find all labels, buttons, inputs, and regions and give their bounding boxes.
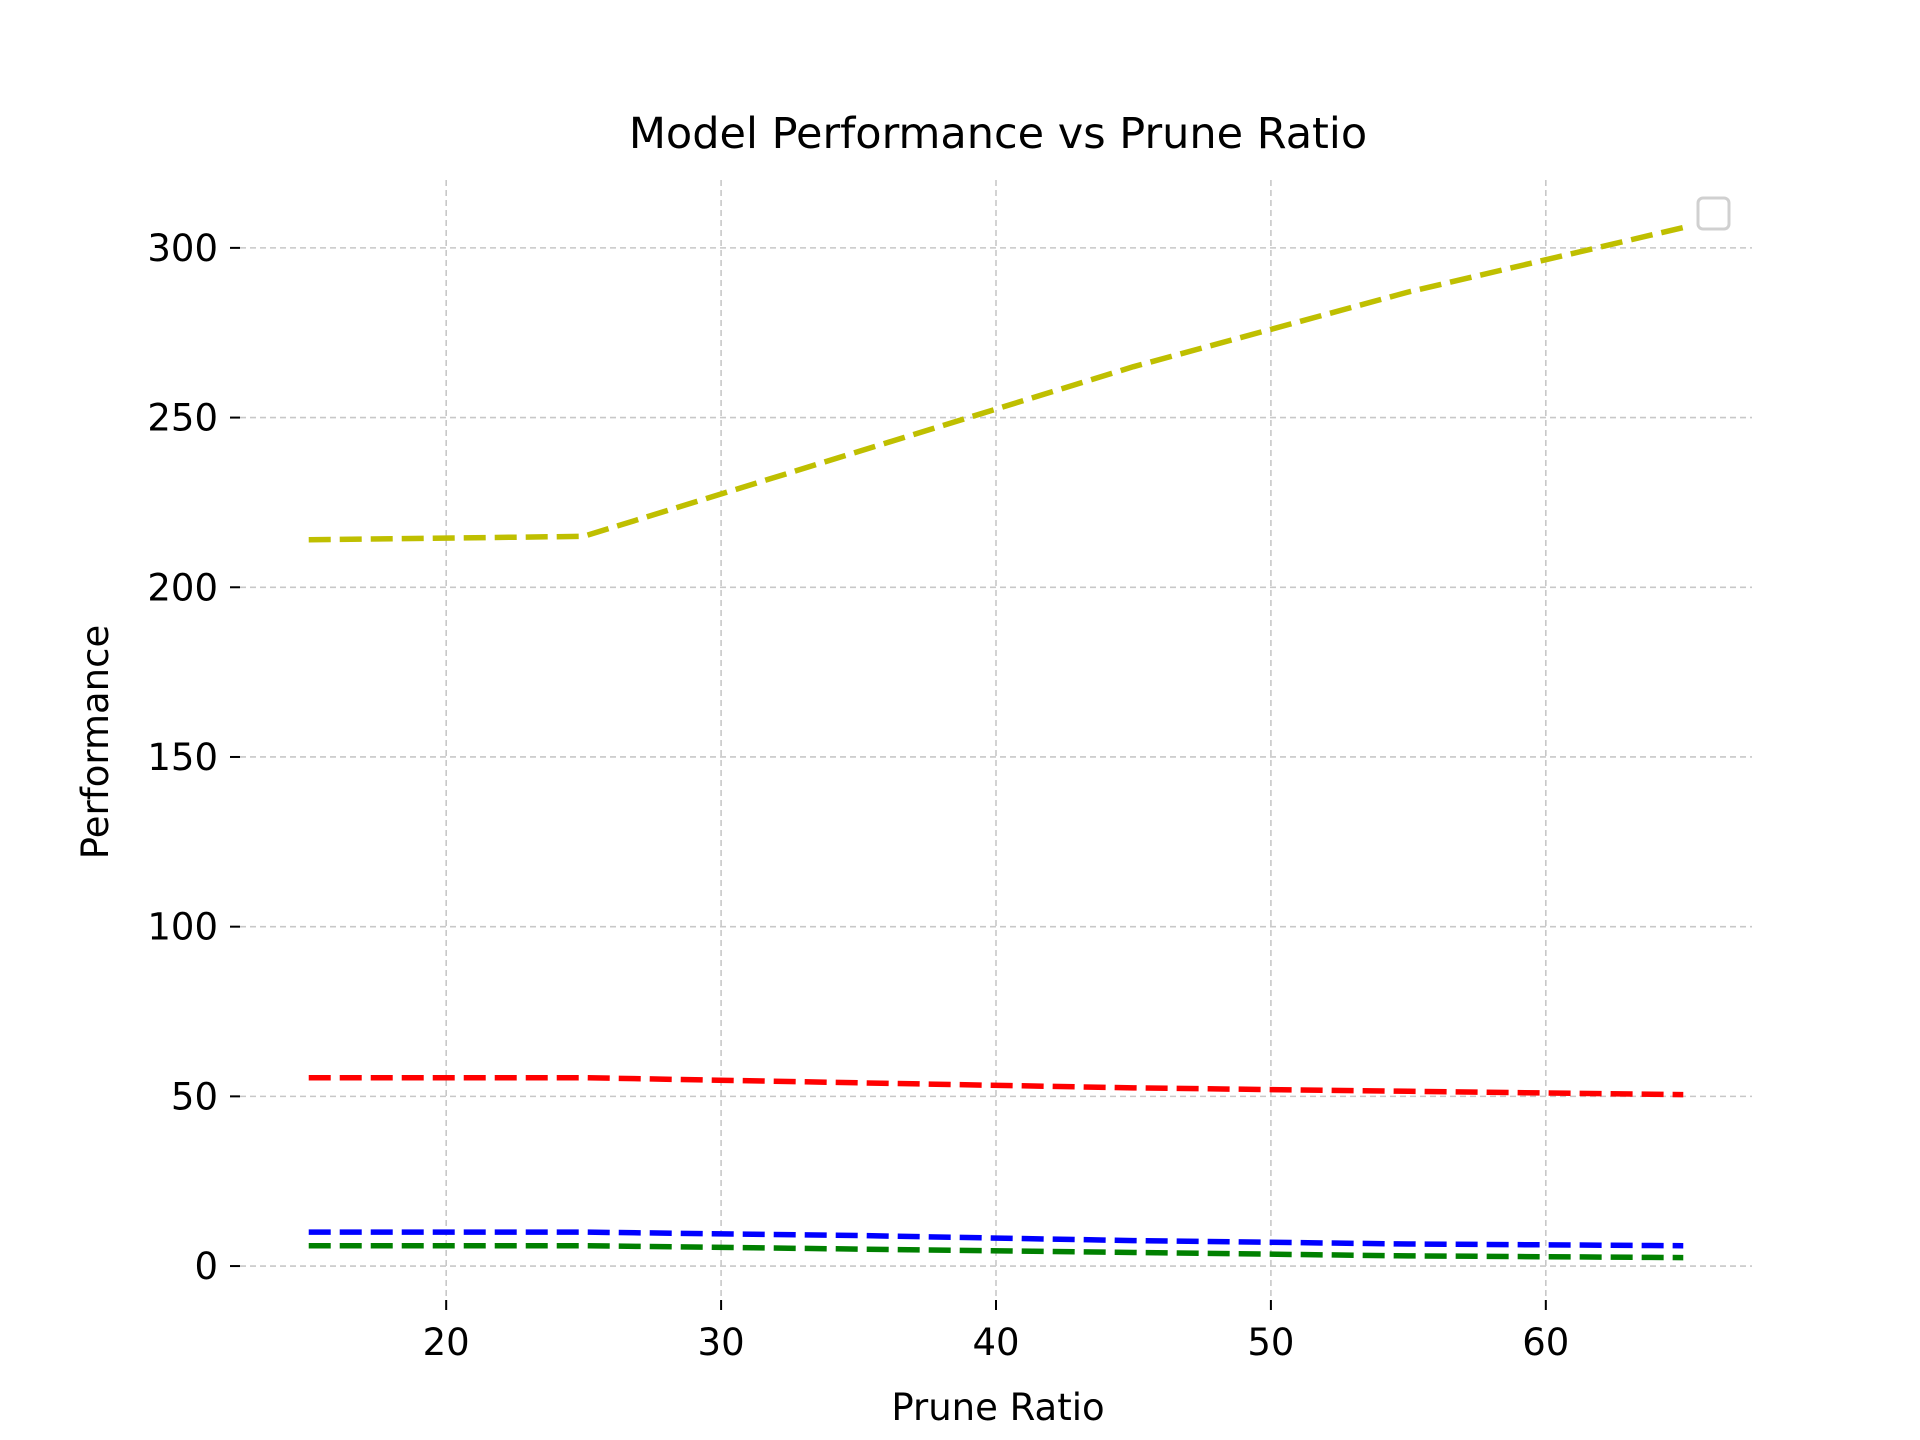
x-tick-label: 60 — [1522, 1321, 1569, 1364]
series-line-4 — [308, 1242, 1684, 1261]
series-line-1 — [308, 224, 1684, 543]
chart-title: Model Performance vs Prune Ratio — [629, 109, 1367, 159]
x-tick-label: 50 — [1247, 1321, 1294, 1364]
series-line-3 — [308, 1229, 1684, 1249]
y-tick-label: 300 — [147, 227, 218, 270]
y-tick-label: 0 — [194, 1245, 218, 1288]
y-tick-label: 150 — [147, 736, 218, 779]
grid — [240, 180, 1752, 1300]
x-tick-label: 30 — [698, 1321, 745, 1364]
y-tick-label: 100 — [147, 906, 218, 949]
y-tick-label: 50 — [171, 1075, 218, 1118]
y-tick-label: 200 — [147, 566, 218, 609]
data-lines — [308, 224, 1684, 1261]
x-tick-label: 20 — [423, 1321, 470, 1364]
y-axis-label: Performance — [74, 625, 117, 859]
y-tick-label: 250 — [147, 397, 218, 440]
series-line-2 — [308, 1074, 1684, 1098]
legend-box — [1696, 196, 1731, 231]
x-axis-label: Prune Ratio — [891, 1386, 1104, 1429]
axis-ticks: 0 50 100 150 200 250 300 20 30 40 50 60 — [147, 227, 1569, 1364]
x-tick-label: 40 — [972, 1321, 1019, 1364]
